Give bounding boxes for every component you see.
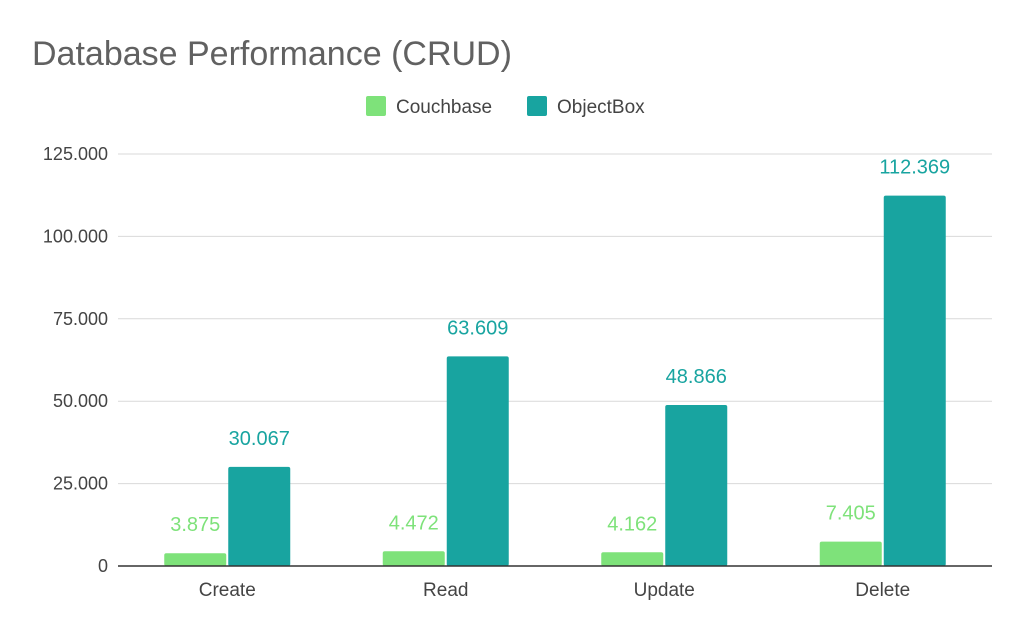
legend-swatch-objectbox	[527, 96, 547, 116]
bar-couchbase-read	[382, 551, 445, 566]
data-label-objectbox-read: 63.609	[447, 317, 508, 339]
y-tick-label: 25.000	[53, 474, 108, 494]
legend-label-objectbox: ObjectBox	[557, 97, 645, 118]
bar-objectbox-update	[665, 404, 728, 566]
bars	[164, 195, 946, 566]
gridlines	[118, 153, 992, 485]
bar-objectbox-delete	[883, 195, 946, 566]
bar-couchbase-create	[164, 553, 227, 566]
legend: Couchbase ObjectBox	[366, 96, 645, 118]
y-tick-label: 0	[98, 556, 108, 576]
y-tick-label: 125.000	[43, 144, 108, 164]
x-tick-label: Delete	[855, 580, 910, 601]
y-tick-label: 100.000	[43, 226, 108, 246]
data-label-objectbox-create: 30.067	[229, 428, 290, 450]
y-tick-label: 75.000	[53, 309, 108, 329]
legend-swatch-couchbase	[366, 96, 386, 116]
x-tick-label: Update	[634, 580, 695, 601]
x-tick-label: Read	[423, 580, 468, 601]
bar-couchbase-delete	[819, 541, 882, 566]
data-label-couchbase-update: 4.162	[607, 513, 657, 535]
bar-objectbox-create	[228, 466, 291, 566]
y-axis-ticks: 0 25.000 50.000 75.000 100.000 125.000	[43, 144, 108, 576]
chart-title: Database Performance (CRUD)	[32, 35, 512, 73]
x-axis-ticks: Create Read Update Delete	[199, 580, 910, 601]
data-label-objectbox-delete: 112.369	[879, 157, 950, 179]
x-tick-label: Create	[199, 580, 256, 601]
legend-label-couchbase: Couchbase	[396, 97, 492, 118]
data-label-couchbase-delete: 7.405	[826, 503, 876, 525]
bar-objectbox-read	[446, 356, 509, 566]
bar-couchbase-update	[601, 552, 664, 566]
data-label-couchbase-create: 3.875	[170, 514, 220, 536]
data-label-couchbase-read: 4.472	[389, 512, 439, 534]
data-labels: 3.875 30.067 4.472 63.609 4.162 48.866 7.405 11…	[170, 157, 950, 537]
y-tick-label: 50.000	[53, 391, 108, 411]
data-label-objectbox-update: 48.866	[666, 366, 727, 388]
